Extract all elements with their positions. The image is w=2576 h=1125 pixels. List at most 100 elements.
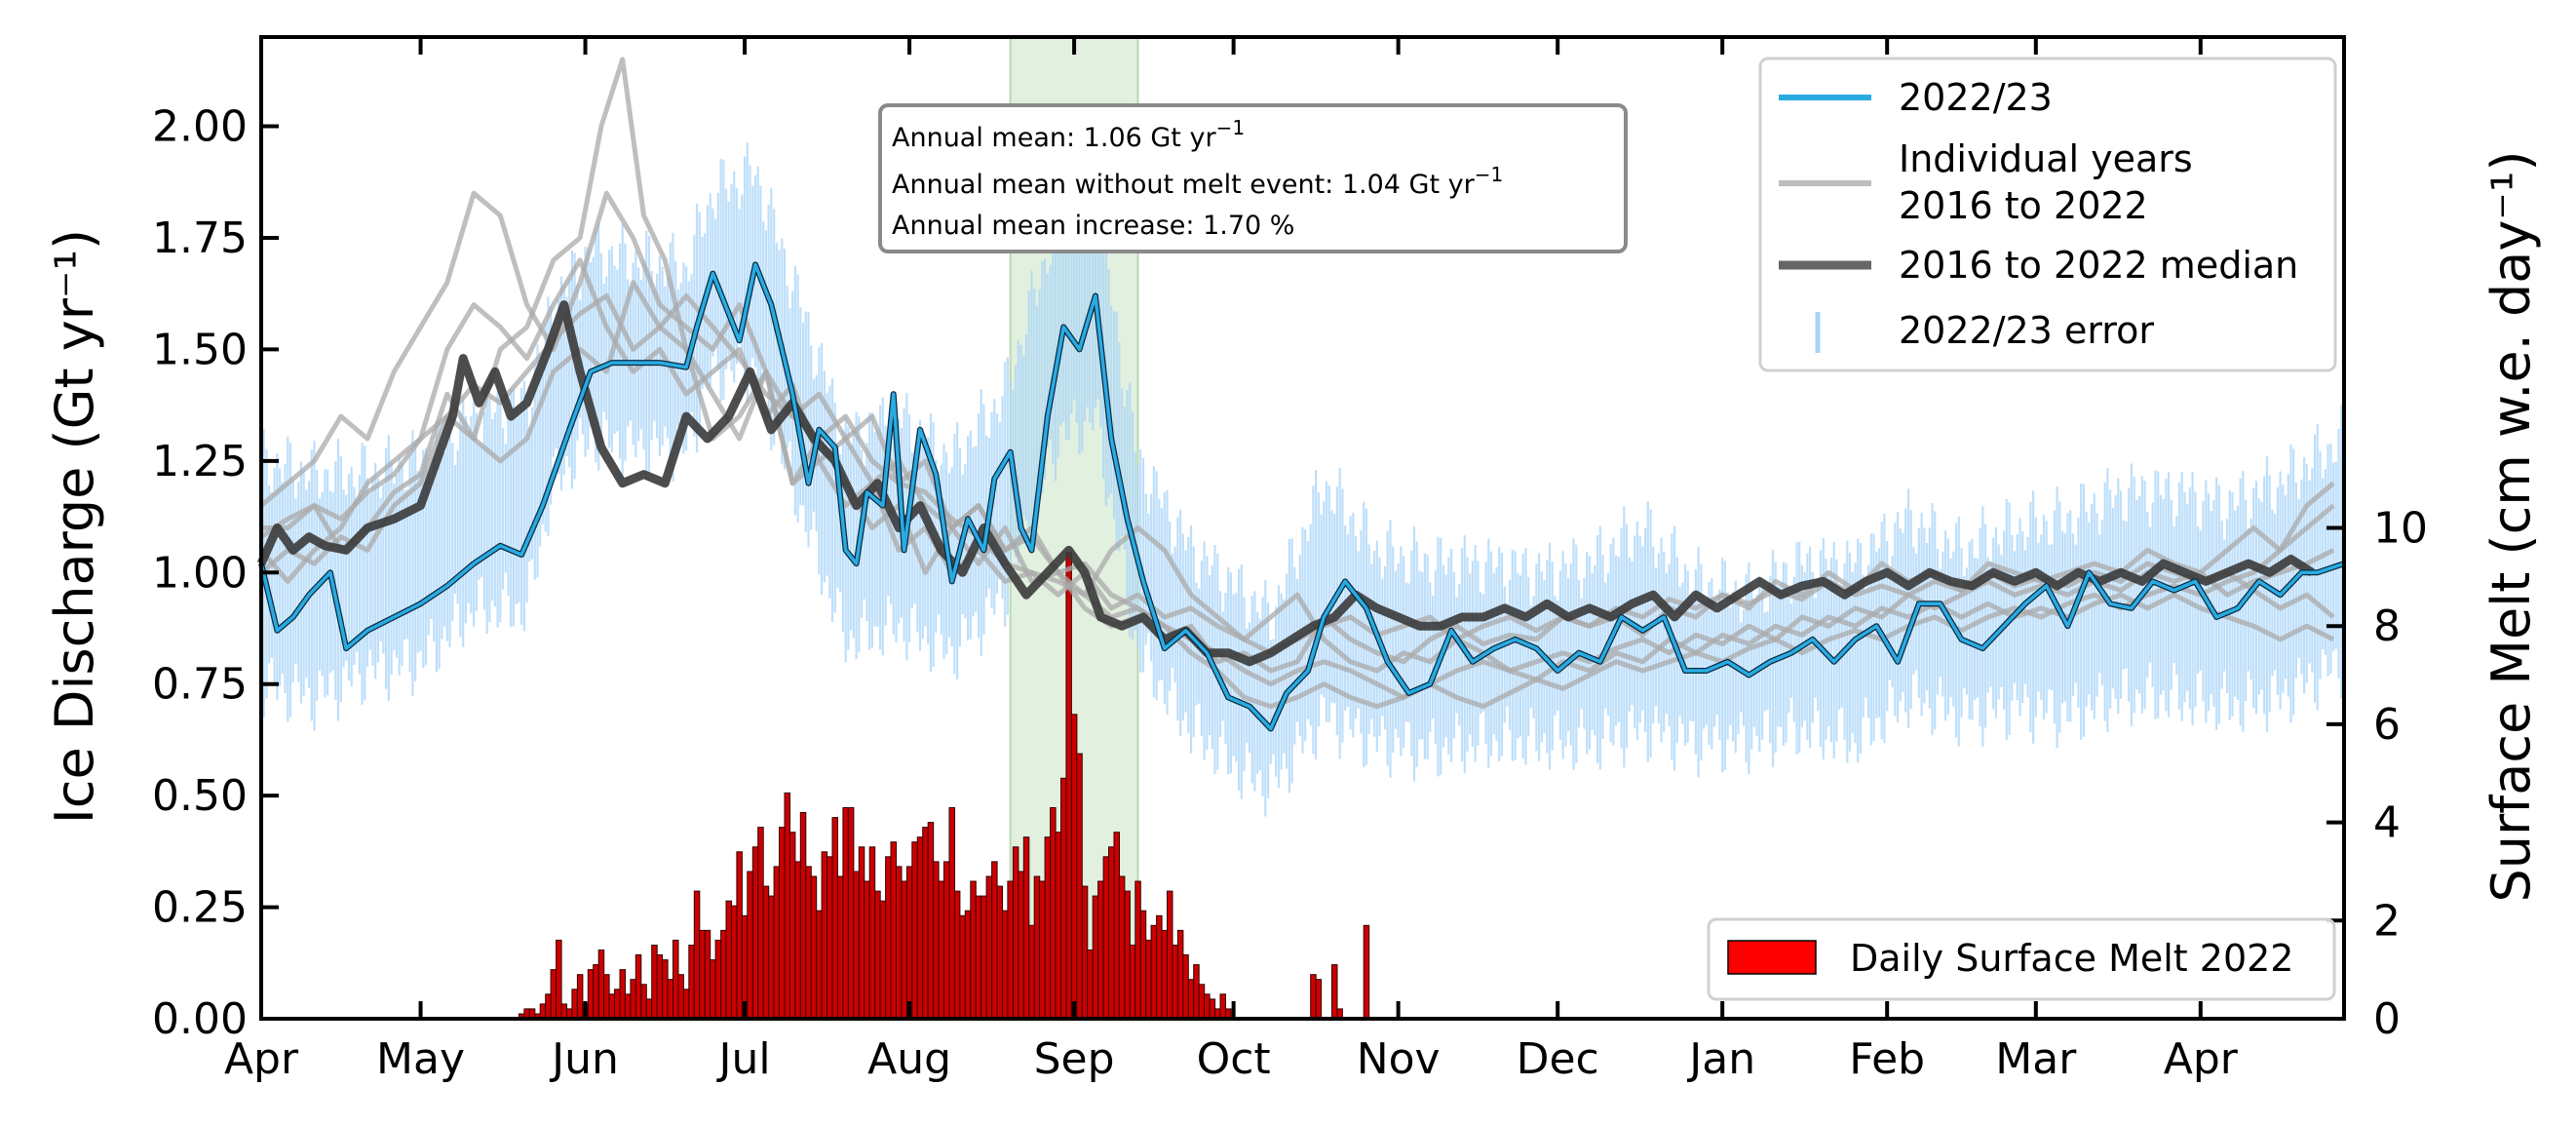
- legend-label-error: 2022/23 error: [1899, 309, 2154, 352]
- x-tick-label: Apr: [2164, 1034, 2239, 1084]
- melt-bar: [634, 954, 642, 1020]
- melt-bar: [784, 792, 790, 1020]
- melt-bar: [1187, 979, 1195, 1020]
- melt-bar: [662, 959, 669, 1020]
- individual-year-line-5: [259, 293, 2335, 710]
- melt-bar: [762, 885, 770, 1020]
- y-axis-label: Ice Discharge (Gt yr⁻¹): [44, 229, 105, 824]
- melt-bar: [916, 836, 924, 1020]
- melt-bar: [736, 851, 743, 1020]
- y-tick-label: 2.00: [152, 102, 248, 152]
- y-tick-label: 1.00: [152, 548, 248, 598]
- melt-bar: [688, 945, 695, 1020]
- melt-bar: [1139, 910, 1147, 1020]
- melt-bar: [1007, 880, 1014, 1020]
- melt-bar: [608, 993, 616, 1020]
- melt-bar: [1018, 871, 1024, 1020]
- melt-bar: [693, 890, 701, 1020]
- melt-bar: [837, 875, 844, 1020]
- melt-bar: [858, 846, 865, 1020]
- y2-tick-label: 6: [2373, 700, 2401, 750]
- individual-year-line-4: [259, 257, 2335, 700]
- melt-bar: [1156, 914, 1163, 1020]
- melt-bar: [1219, 993, 1226, 1020]
- melt-bar: [799, 812, 807, 1020]
- x-tick-label: May: [376, 1034, 465, 1084]
- x-tick-label: Dec: [1517, 1034, 1599, 1084]
- melt-bar: [699, 929, 706, 1020]
- y2-tick-label: 8: [2373, 601, 2401, 651]
- annotation-box: Annual mean: 1.06 Gt yr−1 Annual mean wi…: [878, 103, 1628, 253]
- error-envelope-layer: [259, 142, 2346, 817]
- melt-bar: [1033, 875, 1041, 1020]
- legend-label-individual-2: 2016 to 2022: [1899, 184, 2148, 227]
- melt-bar: [624, 993, 632, 1020]
- melt-bar: [556, 939, 562, 1020]
- melt-bar: [896, 866, 903, 1020]
- melt-bar: [1081, 885, 1089, 1020]
- y-tick-label: 0.50: [152, 771, 248, 821]
- y2-axis-label: Surface Melt (cm w.e. day⁻¹): [2480, 150, 2542, 902]
- melt-bar: [959, 914, 966, 1020]
- melt-bar: [1092, 895, 1099, 1020]
- melt-bar: [714, 939, 722, 1020]
- melt-bar: [975, 895, 982, 1020]
- annotation-line-2: Annual mean without melt event: 1.04 Gt …: [892, 163, 1503, 200]
- melt-bar: [751, 846, 759, 1020]
- melt-bar: [953, 890, 961, 1020]
- surface-melt-bars: [518, 552, 1370, 1020]
- melt-bar: [1044, 836, 1052, 1020]
- melt-bar: [788, 832, 796, 1020]
- melt-bar: [991, 861, 998, 1020]
- melt-bar: [885, 856, 892, 1020]
- melt-bar: [890, 841, 897, 1020]
- melt-bar: [911, 841, 918, 1020]
- annotation-line-3: Annual mean increase: 1.70 %: [892, 211, 1294, 241]
- melt-bar: [1176, 929, 1184, 1020]
- melt-bar: [1134, 880, 1141, 1020]
- melt-bar: [980, 895, 987, 1020]
- melt-bar: [1310, 974, 1317, 1020]
- melt-bar: [682, 989, 690, 1020]
- melt-bar: [842, 807, 849, 1020]
- annotation-frame: [878, 103, 1628, 253]
- melt-bar: [1022, 836, 1030, 1020]
- x-tick-label: Jun: [549, 1034, 619, 1084]
- melt-bar: [905, 866, 913, 1020]
- melt-bar: [1315, 979, 1323, 1020]
- y-tick-label: 0.00: [152, 994, 248, 1044]
- melt-bar: [673, 939, 679, 1020]
- melt-bar: [1129, 945, 1136, 1020]
- melt-bar: [922, 827, 929, 1020]
- melt-bar: [704, 929, 711, 1020]
- y2-tick-label: 0: [2373, 994, 2401, 1044]
- melt-bar: [725, 900, 732, 1020]
- melt-bar: [1002, 910, 1009, 1020]
- melt-bar: [1113, 832, 1120, 1020]
- melt-bar: [651, 945, 658, 1020]
- melt-bar: [948, 807, 955, 1020]
- y-tick-label: 1.25: [152, 437, 248, 486]
- melt-bar: [1039, 880, 1046, 1020]
- y2-tick-label: 4: [2373, 798, 2401, 848]
- x-tick-label: Feb: [1849, 1034, 1925, 1084]
- melt-bar: [593, 964, 599, 1020]
- individual-year-line-1: [261, 57, 2335, 674]
- melt-bar: [645, 998, 653, 1020]
- melt-bar: [1070, 714, 1078, 1020]
- melt-bar: [656, 954, 664, 1020]
- melt-bar: [827, 856, 833, 1020]
- melt-bar: [1363, 924, 1370, 1020]
- melt-bar: [996, 885, 1003, 1020]
- melt-bar: [768, 895, 775, 1020]
- melt-bar: [1124, 890, 1131, 1020]
- melt-bar: [1050, 807, 1057, 1020]
- melt-bar: [667, 979, 673, 1020]
- melt-bar: [1167, 890, 1173, 1020]
- legend-label-melt: Daily Surface Melt 2022: [1850, 937, 2293, 980]
- melt-bar: [1182, 954, 1189, 1020]
- melt-bar: [677, 974, 684, 1020]
- y2-tick-label: 2: [2373, 896, 2401, 946]
- melt-bar: [731, 905, 738, 1020]
- melt-bar: [1150, 924, 1158, 1020]
